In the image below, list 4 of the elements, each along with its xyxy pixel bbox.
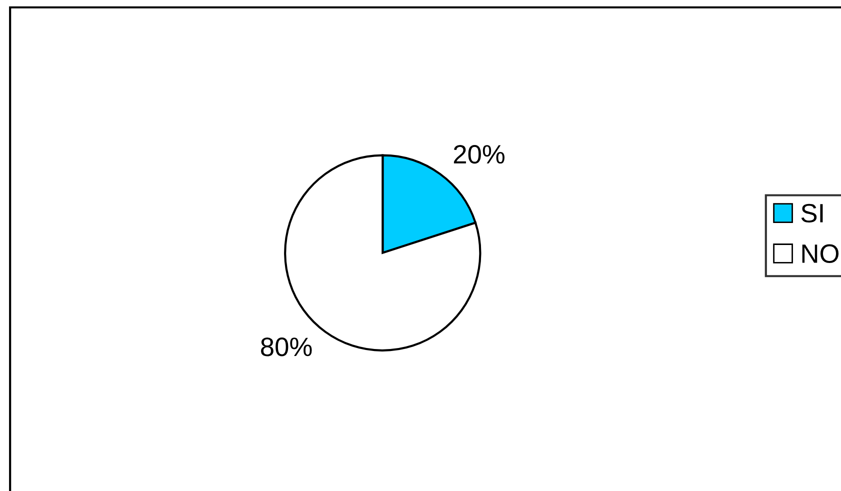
- legend-label: SI: [801, 204, 823, 223]
- data-label: 80%: [261, 338, 312, 356]
- legend-label: NO: [802, 244, 839, 263]
- data-label: 20%: [454, 144, 504, 164]
